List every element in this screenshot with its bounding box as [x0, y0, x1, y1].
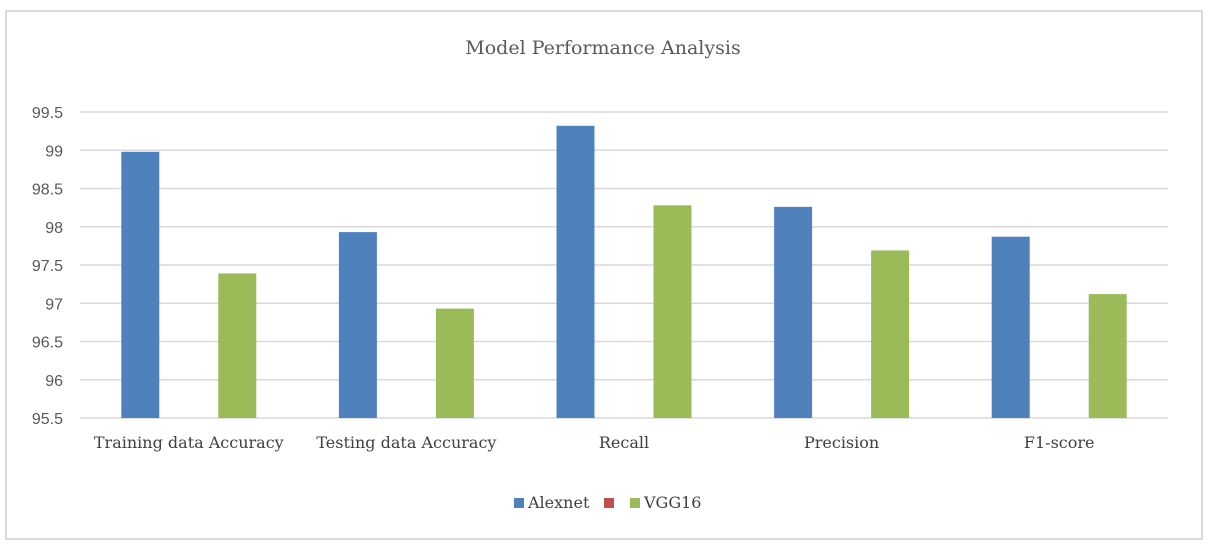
y-tick-label: 97 [45, 296, 63, 313]
legend-label: VGG16 [643, 493, 701, 512]
bar [774, 206, 813, 418]
bar [991, 236, 1030, 418]
legend-label: Alexnet [527, 493, 590, 512]
y-tick-label: 99.5 [32, 105, 63, 122]
chart-title: Model Performance Analysis [465, 37, 740, 59]
legend: Alexnet VGG16 [514, 493, 701, 512]
bar-layer [121, 125, 1127, 419]
y-tick-label: 96.5 [32, 335, 63, 352]
bar [218, 273, 257, 418]
bar [653, 205, 692, 418]
bar [556, 125, 595, 419]
y-tick-label: 96 [45, 373, 63, 390]
bar [435, 308, 474, 418]
bar [338, 232, 377, 418]
bar [121, 151, 160, 418]
category-label: Testing data Accuracy [316, 433, 496, 452]
y-tick-label: 98 [45, 220, 63, 237]
y-tick-label: 98.5 [32, 182, 63, 199]
bar [871, 250, 910, 418]
y-tick-label: 95.5 [32, 411, 63, 428]
bar [1088, 294, 1127, 418]
legend-swatch [604, 498, 614, 508]
legend-swatch [514, 498, 524, 508]
y-tick-label: 97.5 [32, 258, 63, 275]
label-layer: 95.5 96 96.5 97 97.5 98 98.5 99 99.5 Training dat… [32, 105, 1095, 452]
y-tick-label: 99 [45, 143, 63, 160]
category-label: Training data Accuracy [94, 433, 284, 452]
legend-swatch [630, 498, 640, 508]
category-label: Recall [599, 433, 649, 452]
grid-layer [80, 111, 1168, 419]
category-label: Precision [804, 433, 879, 452]
category-label: F1-score [1024, 433, 1095, 452]
